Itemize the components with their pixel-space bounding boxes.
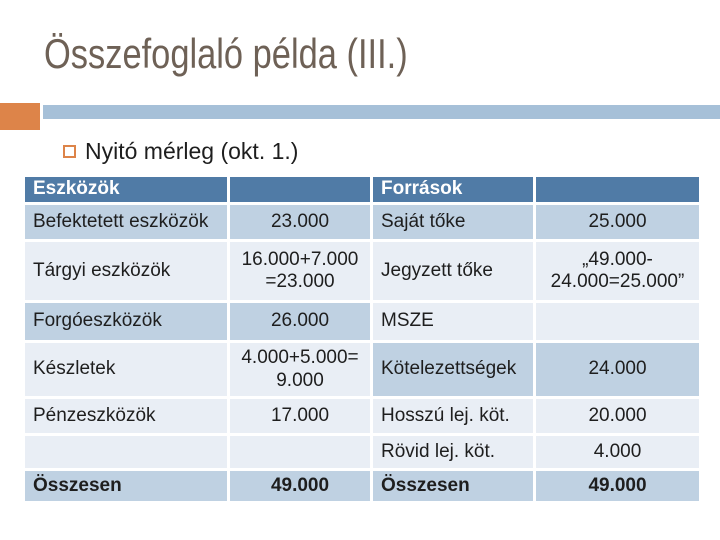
accent-blue-bar: [43, 105, 720, 119]
table-header-assets-value-blank: [230, 177, 370, 202]
source-label-cell: Rövid lej. köt.: [373, 436, 533, 468]
asset-value-cell: 26.000: [230, 303, 370, 340]
table-header-sources: Források: [373, 177, 533, 202]
bullet-square-icon: [63, 145, 76, 158]
source-value-cell: 25.000: [536, 205, 699, 239]
bullet-heading: Nyitó mérleg (okt. 1.): [63, 138, 298, 165]
asset-value-cell: 4.000+5.000= 9.000: [230, 343, 370, 396]
table-header-sources-value-blank: [536, 177, 699, 202]
asset-label-cell: Forgóeszközök: [25, 303, 227, 340]
asset-label-cell: Befektetett eszközök: [25, 205, 227, 239]
asset-label-cell: Készletek: [25, 343, 227, 396]
source-label-cell: MSZE: [373, 303, 533, 340]
source-label-cell: Jegyzett tőke: [373, 242, 533, 300]
source-label-cell: Hosszú lej. köt.: [373, 399, 533, 433]
asset-value-cell: [230, 436, 370, 468]
asset-value-cell: 17.000: [230, 399, 370, 433]
source-label-cell: Kötelezettségek: [373, 343, 533, 396]
source-value-cell: 4.000: [536, 436, 699, 468]
source-value-cell: 24.000: [536, 343, 699, 396]
assets-total-value-cell: 49.000: [230, 471, 370, 501]
assets-total-label-cell: Összesen: [25, 471, 227, 501]
source-value-cell: „49.000- 24.000=25.000”: [536, 242, 699, 300]
table-header-assets: Eszközök: [25, 177, 227, 202]
asset-label-cell: Tárgyi eszközök: [25, 242, 227, 300]
source-value-cell: 20.000: [536, 399, 699, 433]
source-label-cell: Saját tőke: [373, 205, 533, 239]
bullet-heading-text: Nyitó mérleg (okt. 1.): [85, 138, 299, 164]
asset-value-cell: 23.000: [230, 205, 370, 239]
accent-orange-block: [0, 103, 40, 130]
asset-value-cell: 16.000+7.000 =23.000: [230, 242, 370, 300]
asset-label-cell: [25, 436, 227, 468]
opening-balance-table: Eszközök Források Befektetett eszközök 2…: [25, 177, 699, 501]
source-value-cell: [536, 303, 699, 340]
slide-title: Összefoglaló példa (III.): [44, 30, 408, 77]
sources-total-label-cell: Összesen: [373, 471, 533, 501]
sources-total-value-cell: 49.000: [536, 471, 699, 501]
asset-label-cell: Pénzeszközök: [25, 399, 227, 433]
